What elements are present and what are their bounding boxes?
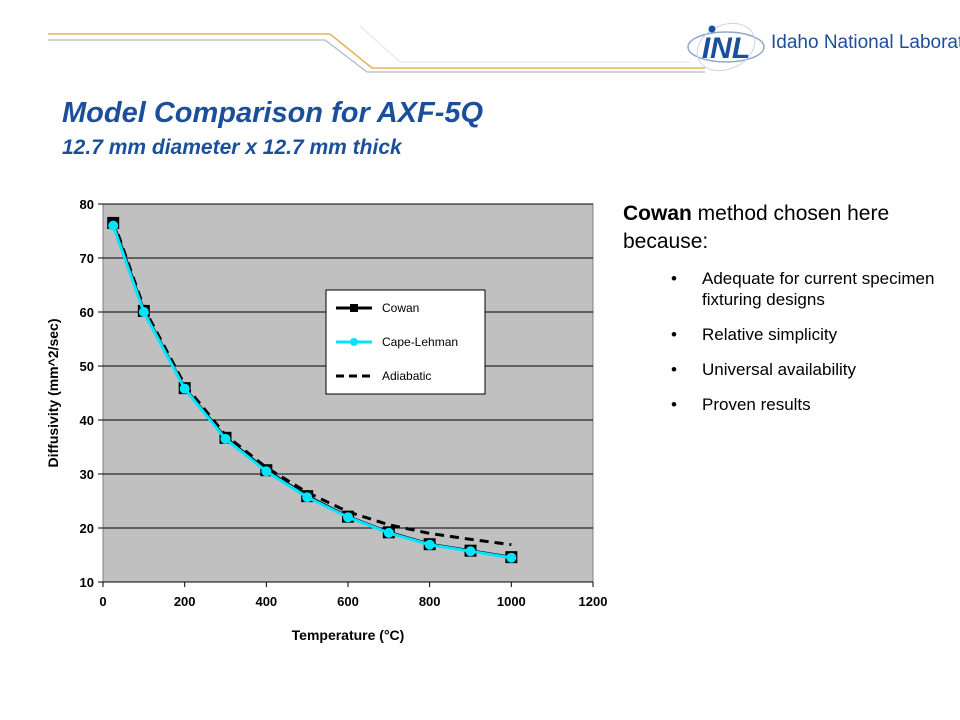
data-point-cape-lehman	[179, 383, 190, 394]
orange-header-line	[48, 33, 705, 69]
x-tick-label: 1200	[579, 594, 608, 609]
data-point-cape-lehman	[220, 433, 231, 444]
y-tick-label: 30	[80, 467, 94, 482]
x-tick-label: 0	[99, 594, 106, 609]
series-group	[107, 216, 518, 564]
right-panel: Cowan method chosen here because: • Adequ…	[623, 200, 948, 429]
legend-marker-cape-lehman	[350, 338, 358, 346]
list-item: • Adequate for current specimen fixturing…	[671, 269, 935, 309]
inl-logo: INL Idaho National Laboratory	[686, 20, 960, 72]
inl-logo-text: INL	[702, 32, 750, 65]
lead-rest: method chosen here because:	[623, 202, 890, 253]
data-point-cape-lehman	[383, 527, 394, 538]
list-item-text: Proven results	[702, 395, 811, 414]
legend-label-cape-lehman: Cape-Lehman	[382, 335, 458, 349]
legend-label-adiabatic: Adiabatic	[382, 369, 431, 383]
y-tick-label: 40	[80, 413, 94, 428]
x-tick-label: 800	[419, 594, 441, 609]
header-decorative-lines	[48, 25, 705, 73]
faint-header-line	[359, 25, 690, 63]
y-tick-label: 60	[80, 305, 94, 320]
y-tick-label: 50	[80, 359, 94, 374]
data-point-cape-lehman	[302, 492, 313, 503]
legend-marker-cowan	[350, 304, 358, 312]
data-point-cape-lehman	[424, 539, 435, 550]
list-item-text: Relative simplicity	[702, 325, 838, 344]
x-axis-label: Temperature (°C)	[292, 627, 405, 643]
list-item: • Relative simplicity	[671, 325, 838, 344]
y-tick-label: 20	[80, 521, 94, 536]
y-tick-label: 80	[80, 197, 94, 212]
list-item: • Universal availability	[671, 360, 857, 379]
inl-logo-mark: INL	[687, 22, 765, 72]
x-tick-label: 1000	[497, 594, 526, 609]
data-point-cape-lehman	[343, 512, 353, 523]
slide-title: Model Comparison for AXF-5Q	[62, 97, 484, 129]
list-item: • Proven results	[671, 395, 811, 414]
data-point-cape-lehman	[138, 307, 149, 317]
lead-highlight: Cowan	[623, 202, 692, 225]
data-point-cape-lehman	[108, 220, 119, 231]
gray-header-line	[48, 39, 705, 73]
lead-text: Cowan method chosen here because:	[623, 200, 948, 256]
data-point-cape-lehman	[261, 466, 272, 477]
y-tick-label: 70	[80, 251, 94, 266]
legend: Cowan Cape-Lehman Adiabatic	[325, 289, 486, 395]
data-point-cape-lehman	[465, 546, 476, 557]
x-tick-label: 600	[337, 594, 359, 609]
x-tick-label: 200	[174, 594, 196, 609]
reasons-list: • Adequate for current specimen fixturing…	[623, 268, 948, 415]
list-item-text: Universal availability	[702, 360, 857, 379]
org-name: Idaho National Laboratory	[771, 32, 960, 53]
legend-label-cowan: Cowan	[382, 301, 419, 315]
list-item-text: Adequate for current specimen fixturing …	[702, 269, 935, 309]
x-tick-label: 400	[255, 594, 277, 609]
data-point-cape-lehman	[506, 552, 517, 563]
y-axis-label: Diffusivity (mm^2/sec)	[45, 319, 61, 468]
slide-subtitle: 12.7 mm diameter x 12.7 mm thick	[62, 136, 402, 159]
y-tick-label: 10	[80, 575, 94, 590]
